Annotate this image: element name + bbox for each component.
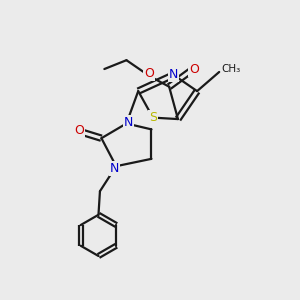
Text: S: S bbox=[149, 111, 157, 124]
Text: O: O bbox=[145, 67, 154, 80]
Text: CH₃: CH₃ bbox=[221, 64, 241, 74]
Text: N: N bbox=[169, 68, 178, 81]
Text: O: O bbox=[74, 124, 84, 137]
Text: N: N bbox=[124, 116, 134, 128]
Text: O: O bbox=[189, 62, 199, 76]
Text: N: N bbox=[110, 162, 119, 175]
